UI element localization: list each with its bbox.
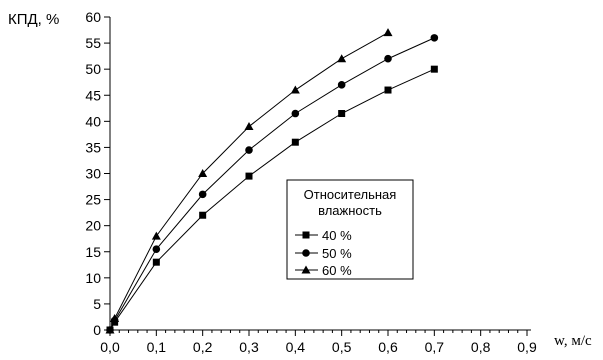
triangle-marker	[151, 231, 161, 240]
y-tick-label: 5	[93, 296, 101, 312]
square-marker	[302, 231, 310, 239]
x-axis-label: w, м/с	[554, 333, 592, 349]
y-tick-label: 25	[85, 192, 101, 208]
square-marker	[152, 258, 160, 266]
square-marker	[384, 86, 392, 94]
circle-marker	[291, 109, 300, 118]
triangle-marker	[301, 265, 311, 274]
y-tick-label: 60	[85, 9, 101, 25]
legend-item-square: 40 %	[295, 228, 352, 243]
y-tick-label: 10	[85, 270, 101, 286]
x-tick-label: 0,4	[286, 339, 306, 355]
legend-item-triangle: 60 %	[295, 263, 352, 278]
x-tick-label: 0,9	[517, 339, 537, 355]
x-tick-label: 0,3	[239, 339, 259, 355]
square-marker	[338, 110, 346, 118]
circle-marker	[384, 54, 392, 63]
y-tick-label: 40	[85, 113, 101, 129]
x-tick-label: 0,0	[100, 339, 120, 355]
legend-title-line1: Относительная	[304, 187, 397, 202]
x-tick-label: 0,5	[332, 339, 352, 355]
square-marker	[291, 138, 299, 146]
plot-area	[105, 28, 439, 334]
square-marker	[245, 172, 253, 180]
triangle-marker	[244, 122, 254, 131]
y-tick-label: 55	[85, 35, 101, 51]
legend-label: 40 %	[322, 228, 352, 243]
x-tick-label: 0,2	[193, 339, 213, 355]
triangle-marker	[105, 325, 115, 334]
circle-marker	[302, 249, 310, 257]
circle-marker	[430, 34, 439, 42]
y-tick-label: 30	[85, 166, 101, 182]
y-tick-label: 15	[85, 244, 101, 260]
legend-title-line2: влажность	[318, 203, 382, 218]
y-tick-label: 50	[85, 61, 101, 77]
legend-items: 40 % 50 % 60 %	[295, 228, 352, 278]
circle-marker	[337, 81, 346, 89]
legend: Относительная влажность 40 % 50 % 60 %	[286, 179, 414, 280]
legend-label: 60 %	[322, 263, 352, 278]
triangle-marker	[337, 54, 347, 63]
circle-marker	[245, 146, 253, 154]
y-tick-label: 35	[85, 139, 101, 155]
square-marker	[199, 211, 207, 219]
series-line	[109, 32, 389, 331]
legend-box	[286, 179, 414, 280]
legend-label: 50 %	[322, 246, 352, 261]
triangle-marker	[110, 314, 120, 323]
circle-marker	[152, 245, 161, 253]
x-tick-label: 0,8	[471, 339, 491, 355]
y-tick-label: 0	[93, 322, 101, 338]
y-tick-label: 20	[85, 218, 101, 234]
x-tick-label: 0,6	[378, 339, 398, 355]
triangle-marker	[290, 85, 300, 94]
series-triangle	[105, 28, 393, 334]
triangle-marker	[198, 169, 208, 177]
x-tick-label: 0,7	[425, 339, 445, 355]
square-marker	[430, 65, 438, 73]
axes: 0,0 0,1 0,2 0,3 0,4 0,5 0,6 0,7 0,8 0,9 0 5 10 15 20 25…	[85, 9, 537, 355]
y-tick-label: 45	[85, 87, 101, 103]
triangle-marker	[383, 28, 393, 37]
legend-item-circle: 50 %	[295, 246, 352, 261]
circle-marker	[198, 190, 207, 199]
x-tick-label: 0,1	[147, 339, 167, 355]
y-axis-label: КПД, %	[8, 11, 59, 28]
